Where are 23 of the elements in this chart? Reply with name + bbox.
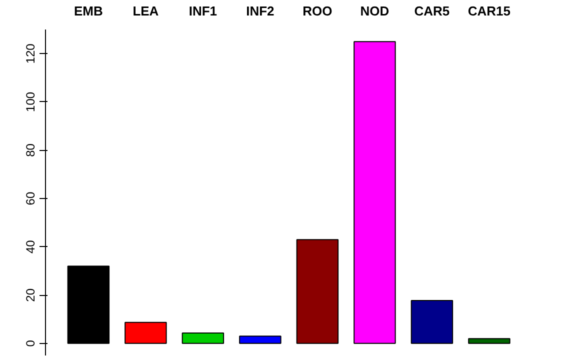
x-tick-label: EMB xyxy=(74,4,103,18)
y-tick-label: 120 xyxy=(24,43,38,64)
y-tick-label: 80 xyxy=(24,143,38,157)
bar xyxy=(410,300,454,344)
bar xyxy=(296,239,339,344)
x-tick-label: INF1 xyxy=(188,4,218,18)
y-tick-label: 40 xyxy=(24,240,38,254)
x-tick-label: ROO xyxy=(302,4,332,18)
y-tick-label: 60 xyxy=(24,192,38,206)
x-tick-label: CAR5 xyxy=(414,4,450,18)
x-tick-label: INF2 xyxy=(246,4,274,18)
bar xyxy=(124,322,167,344)
x-tick-label: NOD xyxy=(360,4,390,18)
x-tick-label: CAR15 xyxy=(468,4,511,18)
bar xyxy=(182,332,224,344)
y-tick-label: 20 xyxy=(24,288,38,302)
bar xyxy=(239,336,282,344)
y-tick-label: 0 xyxy=(24,340,38,347)
bar xyxy=(67,266,110,344)
x-tick-label: LEA xyxy=(132,4,160,18)
bar xyxy=(354,41,396,344)
y-tick-label: 100 xyxy=(24,92,38,112)
bar xyxy=(468,338,510,344)
